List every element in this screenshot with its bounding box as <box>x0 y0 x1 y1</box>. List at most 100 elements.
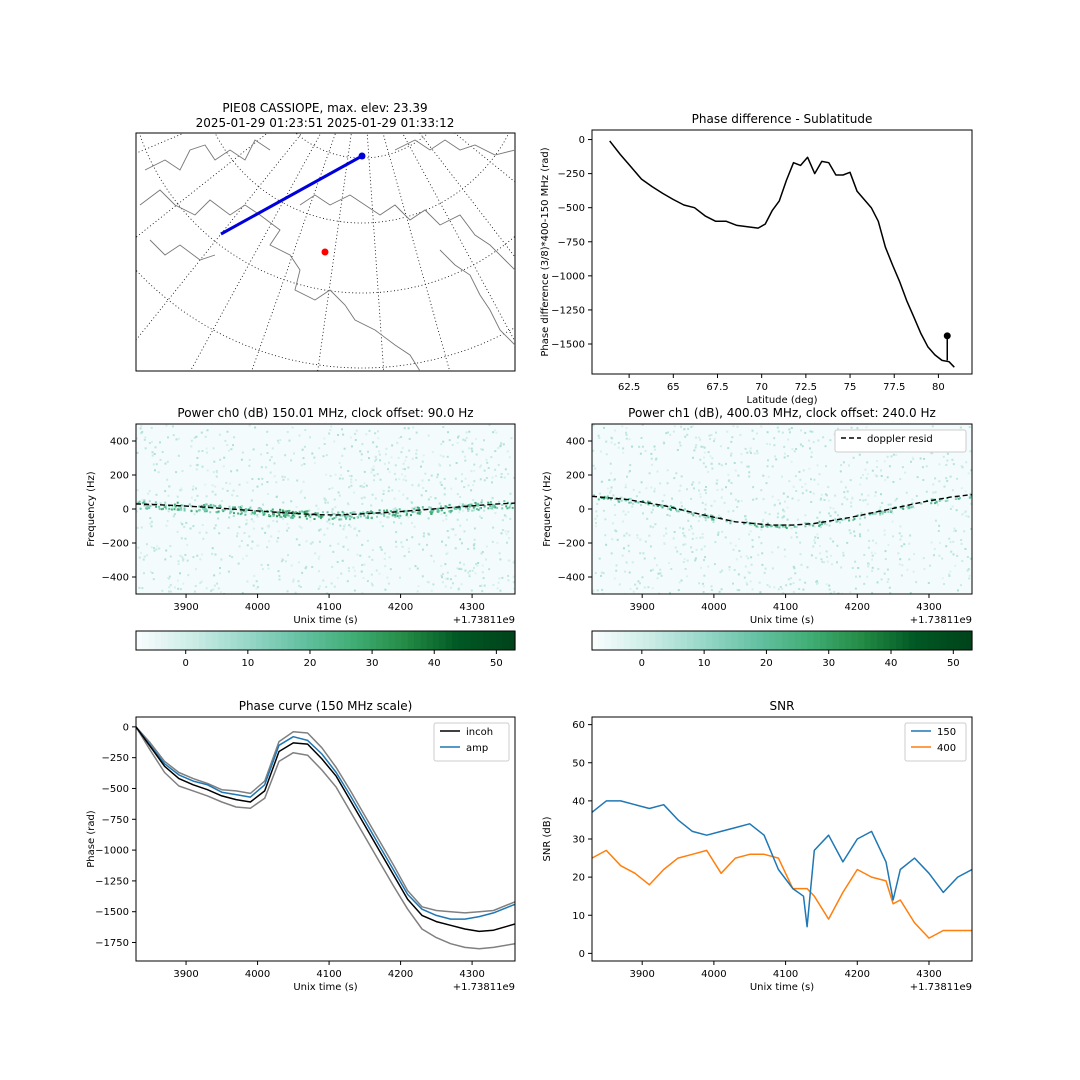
power_ch0-noise-cell <box>361 443 364 446</box>
power_ch0-signal-cell <box>509 504 512 507</box>
power_ch1-noise-cell <box>802 469 805 472</box>
power_ch1-noise-cell <box>668 562 670 565</box>
power_ch1-noise-cell <box>611 538 614 541</box>
power_ch0-noise-cell <box>492 526 495 529</box>
power_ch1-noise-cell <box>790 577 793 580</box>
power_ch0-noise-cell <box>420 465 422 468</box>
power_ch1-noise-cell <box>809 430 812 433</box>
power_ch0-noise-cell <box>201 553 203 556</box>
power_ch1-noise-cell <box>777 546 780 549</box>
power_ch1-noise-cell <box>849 479 852 482</box>
power_ch1-noise-cell <box>827 499 830 502</box>
power_ch0-noise-cell <box>480 448 483 451</box>
power_ch0-noise-cell <box>400 522 403 525</box>
power_ch0-noise-cell <box>150 426 153 429</box>
power_ch0-noise-cell <box>155 548 158 551</box>
power_ch0-noise-cell <box>337 491 340 494</box>
power_ch0-noise-cell <box>363 496 366 499</box>
power_ch1-noise-cell <box>613 478 616 481</box>
power_ch1-noise-cell <box>874 491 877 494</box>
power_ch0-signal-cell <box>257 507 260 510</box>
power_ch1-noise-cell <box>933 547 936 550</box>
power_ch0-noise-cell <box>415 456 418 459</box>
power_ch0-noise-cell <box>290 500 293 503</box>
power_ch0-noise-cell <box>266 546 269 549</box>
map-title-line1: PIE08 CASSIOPE, max. elev: 23.39 <box>222 101 427 115</box>
power_ch0-noise-cell <box>430 474 433 477</box>
power_ch0-noise-cell <box>372 441 375 444</box>
phase_curve-xtick-label: 4100 <box>316 969 341 980</box>
power_ch0-signal-cell <box>148 507 151 509</box>
power_ch1-noise-cell <box>686 575 688 578</box>
power_ch0-noise-cell <box>416 590 419 593</box>
power_ch1-signal-cell <box>874 511 877 514</box>
power_ch0-noise-cell <box>161 451 164 453</box>
power_ch0-noise-cell <box>142 558 145 561</box>
power_ch1-noise-cell <box>829 506 832 509</box>
power_ch0-noise-cell <box>183 525 186 528</box>
power_ch1-signal-cell <box>911 505 914 508</box>
power_ch0-noise-cell <box>286 529 289 532</box>
power_ch0-noise-cell <box>361 503 364 505</box>
power_ch0-noise-cell <box>169 584 172 587</box>
power_ch1-noise-cell <box>874 474 877 477</box>
power_ch0-noise-cell <box>483 584 486 587</box>
power_ch1-noise-cell <box>727 473 730 476</box>
power_ch1-noise-cell <box>726 430 729 433</box>
power_ch1-noise-cell <box>601 588 604 591</box>
power_ch1-noise-cell <box>909 534 912 537</box>
power_ch0-signal-cell <box>320 515 323 518</box>
power_ch0-noise-cell <box>205 531 208 534</box>
power_ch1-signal-cell <box>852 519 855 522</box>
phase_curve-series-line-incoh <box>136 726 515 933</box>
map-graticule <box>136 133 515 371</box>
power_ch1-colorbar-segment <box>636 631 644 650</box>
power_ch1-noise-cell <box>857 567 860 569</box>
map-panel: PIE08 CASSIOPE, max. elev: 23.39 2025-01… <box>135 101 516 372</box>
power_ch0-noise-cell <box>470 447 473 450</box>
power_ch1-noise-cell <box>702 462 705 465</box>
power_ch0-signal-cell <box>340 518 343 521</box>
power_ch0-noise-cell <box>269 471 272 474</box>
power_ch1-noise-cell <box>846 541 849 544</box>
power_ch1-signal-cell <box>938 499 941 502</box>
power_ch1-noise-cell <box>771 567 774 570</box>
power_ch1-noise-cell <box>808 439 810 442</box>
power_ch1-noise-cell <box>752 498 755 501</box>
power_ch1-noise-cell <box>595 522 597 524</box>
power_ch1-noise-cell <box>865 426 868 429</box>
power_ch1-noise-cell <box>919 457 922 460</box>
power_ch0-signal-cell <box>272 513 275 516</box>
power_ch0-signal-cell <box>253 510 256 513</box>
power_ch0-signal-cell <box>359 511 362 514</box>
phase_lat-xtick-label: 70 <box>755 382 768 393</box>
power_ch0-signal-cell <box>476 502 479 505</box>
power_ch1-noise-cell <box>969 450 972 453</box>
power_ch1-signal-cell <box>710 514 713 517</box>
power_ch0-noise-cell <box>345 536 348 539</box>
power_ch0-noise-cell <box>195 487 197 490</box>
power_ch0-noise-cell <box>151 572 154 574</box>
power_ch0-noise-cell <box>471 569 474 572</box>
power_ch0-signal-cell <box>164 501 167 504</box>
power_ch0-noise-cell <box>474 572 477 575</box>
power_ch1-noise-cell <box>629 464 632 467</box>
power_ch1-signal-cell <box>698 515 701 518</box>
power_ch1-noise-cell <box>736 425 739 428</box>
power_ch0-signal-cell <box>393 514 396 517</box>
power_ch0-noise-cell <box>386 516 389 519</box>
power_ch1-noise-cell <box>661 500 664 503</box>
power_ch1-signal-cell <box>930 502 933 505</box>
power_ch1-noise-cell <box>747 557 750 560</box>
power_ch0-noise-cell <box>480 517 483 519</box>
power_ch1-signal-cell <box>729 522 732 525</box>
power_ch1-noise-cell <box>846 498 849 501</box>
power_ch0-noise-cell <box>499 445 502 448</box>
phase_lat-marker-point <box>943 332 951 340</box>
power_ch1-noise-cell <box>858 575 861 578</box>
power_ch1-noise-cell <box>657 572 660 575</box>
power_ch0-signal-cell <box>371 511 374 514</box>
power_ch0-noise-cell <box>473 463 476 466</box>
power_ch0-noise-cell <box>337 434 339 436</box>
power_ch0-noise-cell <box>459 496 462 498</box>
